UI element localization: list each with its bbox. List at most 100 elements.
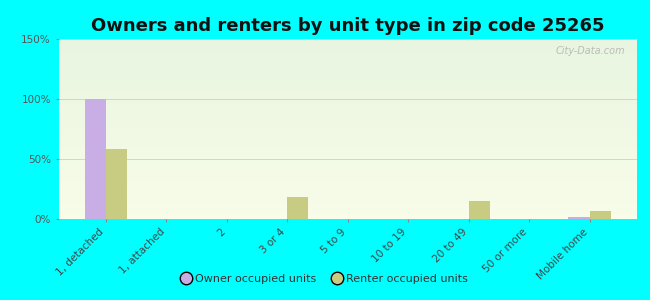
Bar — [58, 43, 637, 44]
Bar — [58, 102, 637, 104]
Bar — [58, 91, 637, 93]
Bar — [58, 98, 637, 100]
Bar — [58, 57, 637, 59]
Bar — [58, 75, 637, 77]
Bar — [58, 86, 637, 88]
Bar — [58, 93, 637, 95]
Bar — [58, 147, 637, 149]
Bar — [58, 97, 637, 98]
Bar — [469, 201, 490, 219]
Bar — [58, 61, 637, 62]
Bar — [58, 208, 637, 210]
Bar — [58, 125, 637, 127]
Bar — [58, 100, 637, 102]
Bar — [58, 190, 637, 192]
Bar — [590, 211, 611, 219]
Bar — [58, 66, 637, 68]
Bar — [58, 140, 637, 142]
Bar — [58, 161, 637, 163]
Bar — [58, 70, 637, 71]
Bar — [58, 107, 637, 109]
Bar — [58, 41, 637, 43]
Bar — [58, 104, 637, 106]
Bar — [58, 88, 637, 89]
Bar — [58, 167, 637, 169]
Bar — [58, 215, 637, 217]
Bar — [58, 44, 637, 46]
Bar — [58, 95, 637, 97]
Bar — [58, 192, 637, 194]
Bar — [58, 64, 637, 66]
Bar — [58, 163, 637, 165]
Bar — [58, 120, 637, 122]
Bar — [58, 214, 637, 215]
Bar — [58, 210, 637, 212]
Bar — [58, 143, 637, 145]
Bar — [58, 77, 637, 79]
Bar — [287, 197, 309, 219]
Bar — [58, 178, 637, 179]
Bar — [58, 151, 637, 152]
Bar — [58, 206, 637, 208]
Bar — [58, 158, 637, 160]
Bar — [58, 79, 637, 80]
Bar — [58, 156, 637, 158]
Bar — [58, 122, 637, 124]
Bar — [58, 212, 637, 214]
Bar — [58, 187, 637, 188]
Bar — [58, 188, 637, 190]
Bar — [58, 111, 637, 113]
Bar — [58, 149, 637, 151]
Bar — [58, 106, 637, 107]
Bar — [58, 169, 637, 170]
Bar — [58, 53, 637, 55]
Bar — [58, 160, 637, 161]
Bar — [58, 199, 637, 201]
Bar — [58, 179, 637, 181]
Bar — [58, 142, 637, 143]
Bar — [58, 176, 637, 178]
Bar — [58, 109, 637, 111]
Bar — [58, 73, 637, 75]
Bar — [58, 50, 637, 52]
Bar — [58, 201, 637, 203]
Bar — [58, 62, 637, 64]
Bar — [58, 196, 637, 197]
Bar — [58, 183, 637, 185]
Bar — [58, 154, 637, 156]
Bar — [58, 116, 637, 118]
Bar — [58, 71, 637, 73]
Bar — [58, 82, 637, 84]
Bar — [58, 217, 637, 219]
Title: Owners and renters by unit type in zip code 25265: Owners and renters by unit type in zip c… — [91, 17, 604, 35]
Bar — [58, 136, 637, 138]
Bar — [58, 174, 637, 176]
Bar — [58, 203, 637, 205]
Bar — [58, 68, 637, 70]
Bar — [58, 197, 637, 199]
Bar — [58, 133, 637, 134]
Bar — [58, 152, 637, 154]
Legend: Owner occupied units, Renter occupied units: Owner occupied units, Renter occupied un… — [177, 270, 473, 288]
Bar — [58, 115, 637, 116]
Bar — [58, 46, 637, 48]
Bar — [106, 149, 127, 219]
Bar — [58, 59, 637, 61]
Bar — [84, 99, 106, 219]
Bar — [58, 131, 637, 133]
Bar — [58, 181, 637, 183]
Bar — [58, 39, 637, 41]
Bar — [58, 113, 637, 115]
Bar — [58, 127, 637, 129]
Bar — [58, 84, 637, 86]
Text: City-Data.com: City-Data.com — [556, 46, 625, 56]
Bar — [58, 205, 637, 206]
Bar — [58, 124, 637, 125]
Bar — [58, 185, 637, 187]
Bar — [58, 118, 637, 120]
Bar — [58, 165, 637, 167]
Bar — [58, 172, 637, 174]
Bar — [58, 145, 637, 147]
Bar — [58, 129, 637, 131]
Bar — [568, 217, 590, 219]
